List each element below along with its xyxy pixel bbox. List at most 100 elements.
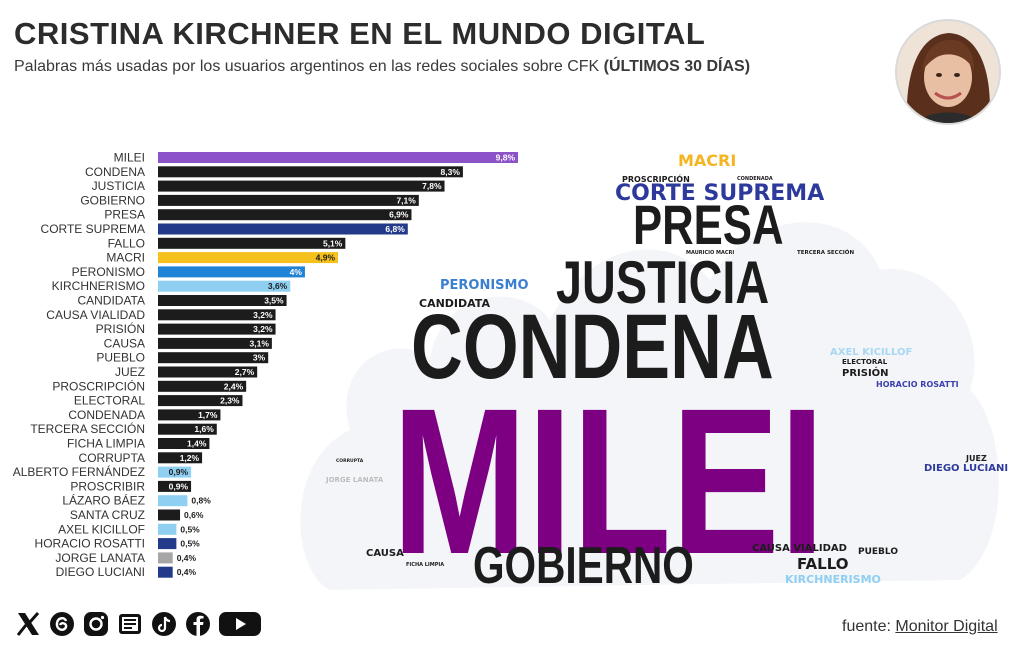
subtitle-period: (ÚLTIMOS 30 DÍAS) [603,58,751,75]
data-label: 6,8% [385,224,405,234]
bar [158,495,188,507]
category-label: PERONISMO [72,265,145,279]
category-label: ELECTORAL [74,394,145,408]
bar [158,309,276,321]
data-label: 0,4% [177,553,197,563]
data-label: 0,6% [184,510,204,520]
data-label: 1,2% [180,453,200,463]
bar [158,352,269,364]
instagram-icon[interactable] [82,610,110,638]
data-label: 0,5% [180,539,200,549]
bar [158,152,518,163]
bar [158,523,177,535]
data-label: 4,9% [316,253,336,263]
category-label: CORRUPTA [79,451,145,465]
wordcloud-word: JORGE LANATA [326,476,384,484]
category-label: JUEZ [115,365,145,379]
data-label: 3,2% [253,324,273,334]
wordcloud-word: AXEL KICILLOF [830,347,913,358]
wordcloud-word: FICHA LIMPIA [406,562,445,568]
bar [158,366,258,378]
facebook-icon[interactable] [184,610,212,638]
bar [158,423,217,435]
tiktok-icon[interactable] [150,610,178,638]
wordcloud-word: KIRCHNERISMO [785,573,881,586]
wordcloud-word: CONDENADA [737,176,773,182]
bar [158,194,419,206]
bar [158,295,287,306]
bar [158,409,221,421]
category-label: MACRI [106,251,145,265]
bar [158,395,243,407]
wordcloud-word: FALLO [797,555,849,573]
category-label: CAUSA VIALIDAD [46,308,145,322]
portrait-avatar [895,19,1001,125]
category-label: PROSCRIBIR [70,479,145,493]
category-label: PRISIÓN [96,321,145,336]
category-label: PROSCRIPCIÓN [52,378,145,393]
data-label: 3,6% [268,281,288,291]
bar [158,380,247,392]
category-label: KIRCHNERISMO [52,279,145,293]
data-label: 1,6% [194,424,214,434]
category-label: JUSTICIA [92,179,145,193]
category-label: GOBIERNO [80,193,145,207]
category-label: CONDENA [85,165,145,179]
wordcloud-word: PUEBLO [858,547,898,557]
wordcloud-word: PRISIÓN [842,368,889,379]
data-label: 3,1% [250,338,270,348]
data-label: 9,8% [496,153,516,163]
bar [158,337,272,349]
page-title: CRISTINA KIRCHNER EN EL MUNDO DIGITAL [14,16,706,51]
data-label: 0,9% [169,467,189,477]
category-label: MILEI [114,151,145,165]
category-label: ALBERTO FERNÁNDEZ [13,464,145,479]
category-label: JORGE LANATA [55,551,145,565]
category-label: PUEBLO [96,351,145,365]
bar [158,452,203,464]
category-label: SANTA CRUZ [70,508,145,522]
source-credit: fuente: Monitor Digital [842,618,998,636]
category-label: TERCERA SECCIÓN [30,421,145,436]
wordcloud-word: CONDENA [411,296,774,398]
wordcloud-background [300,222,999,591]
social-icons [14,610,262,638]
wordcloud-word: MACRI [678,151,737,170]
category-label: FICHA LIMPIA [67,437,145,451]
wordcloud-word: PERONISMO [440,278,529,293]
category-label: FALLO [108,236,145,250]
wordcloud-word: CORRUPTA [336,459,364,464]
data-label: 3,2% [253,310,273,320]
x-icon[interactable] [14,610,42,638]
wordcloud-word: ELECTORAL [842,358,888,366]
wordcloud-word: HORACIO ROSATTI [876,380,959,389]
data-label: 0,8% [191,496,211,506]
bar [158,180,445,192]
wordcloud-word: DIEGO LUCIANI [924,463,1009,474]
bar [158,223,408,235]
category-label: HORACIO ROSATTI [35,537,145,551]
category-label: AXEL KICILLOF [58,522,145,536]
data-label: 0,9% [169,481,189,491]
data-label: 0,4% [177,567,197,577]
wordcloud-word: CAUSA [366,548,404,559]
bar [158,566,173,578]
subtitle-text: Palabras más usadas por los usuarios arg… [14,58,600,75]
category-label: PRESA [104,208,145,222]
bar [158,466,192,478]
bar [158,237,346,249]
bar [158,266,305,278]
wordcloud-word: CAUSA VIALIDAD [752,543,847,554]
bar [158,509,181,521]
wordcloud-word: MAURICIO MACRI [686,250,735,256]
data-label: 7,1% [396,195,416,205]
bar [158,538,177,550]
bar [158,252,338,264]
source-link[interactable]: Monitor Digital [895,618,998,635]
threads-icon[interactable] [48,610,76,638]
bar [158,480,192,492]
youtube-icon[interactable] [218,610,262,638]
newsletter-icon[interactable] [116,610,144,638]
bar [158,166,463,178]
data-label: 1,4% [187,439,207,449]
